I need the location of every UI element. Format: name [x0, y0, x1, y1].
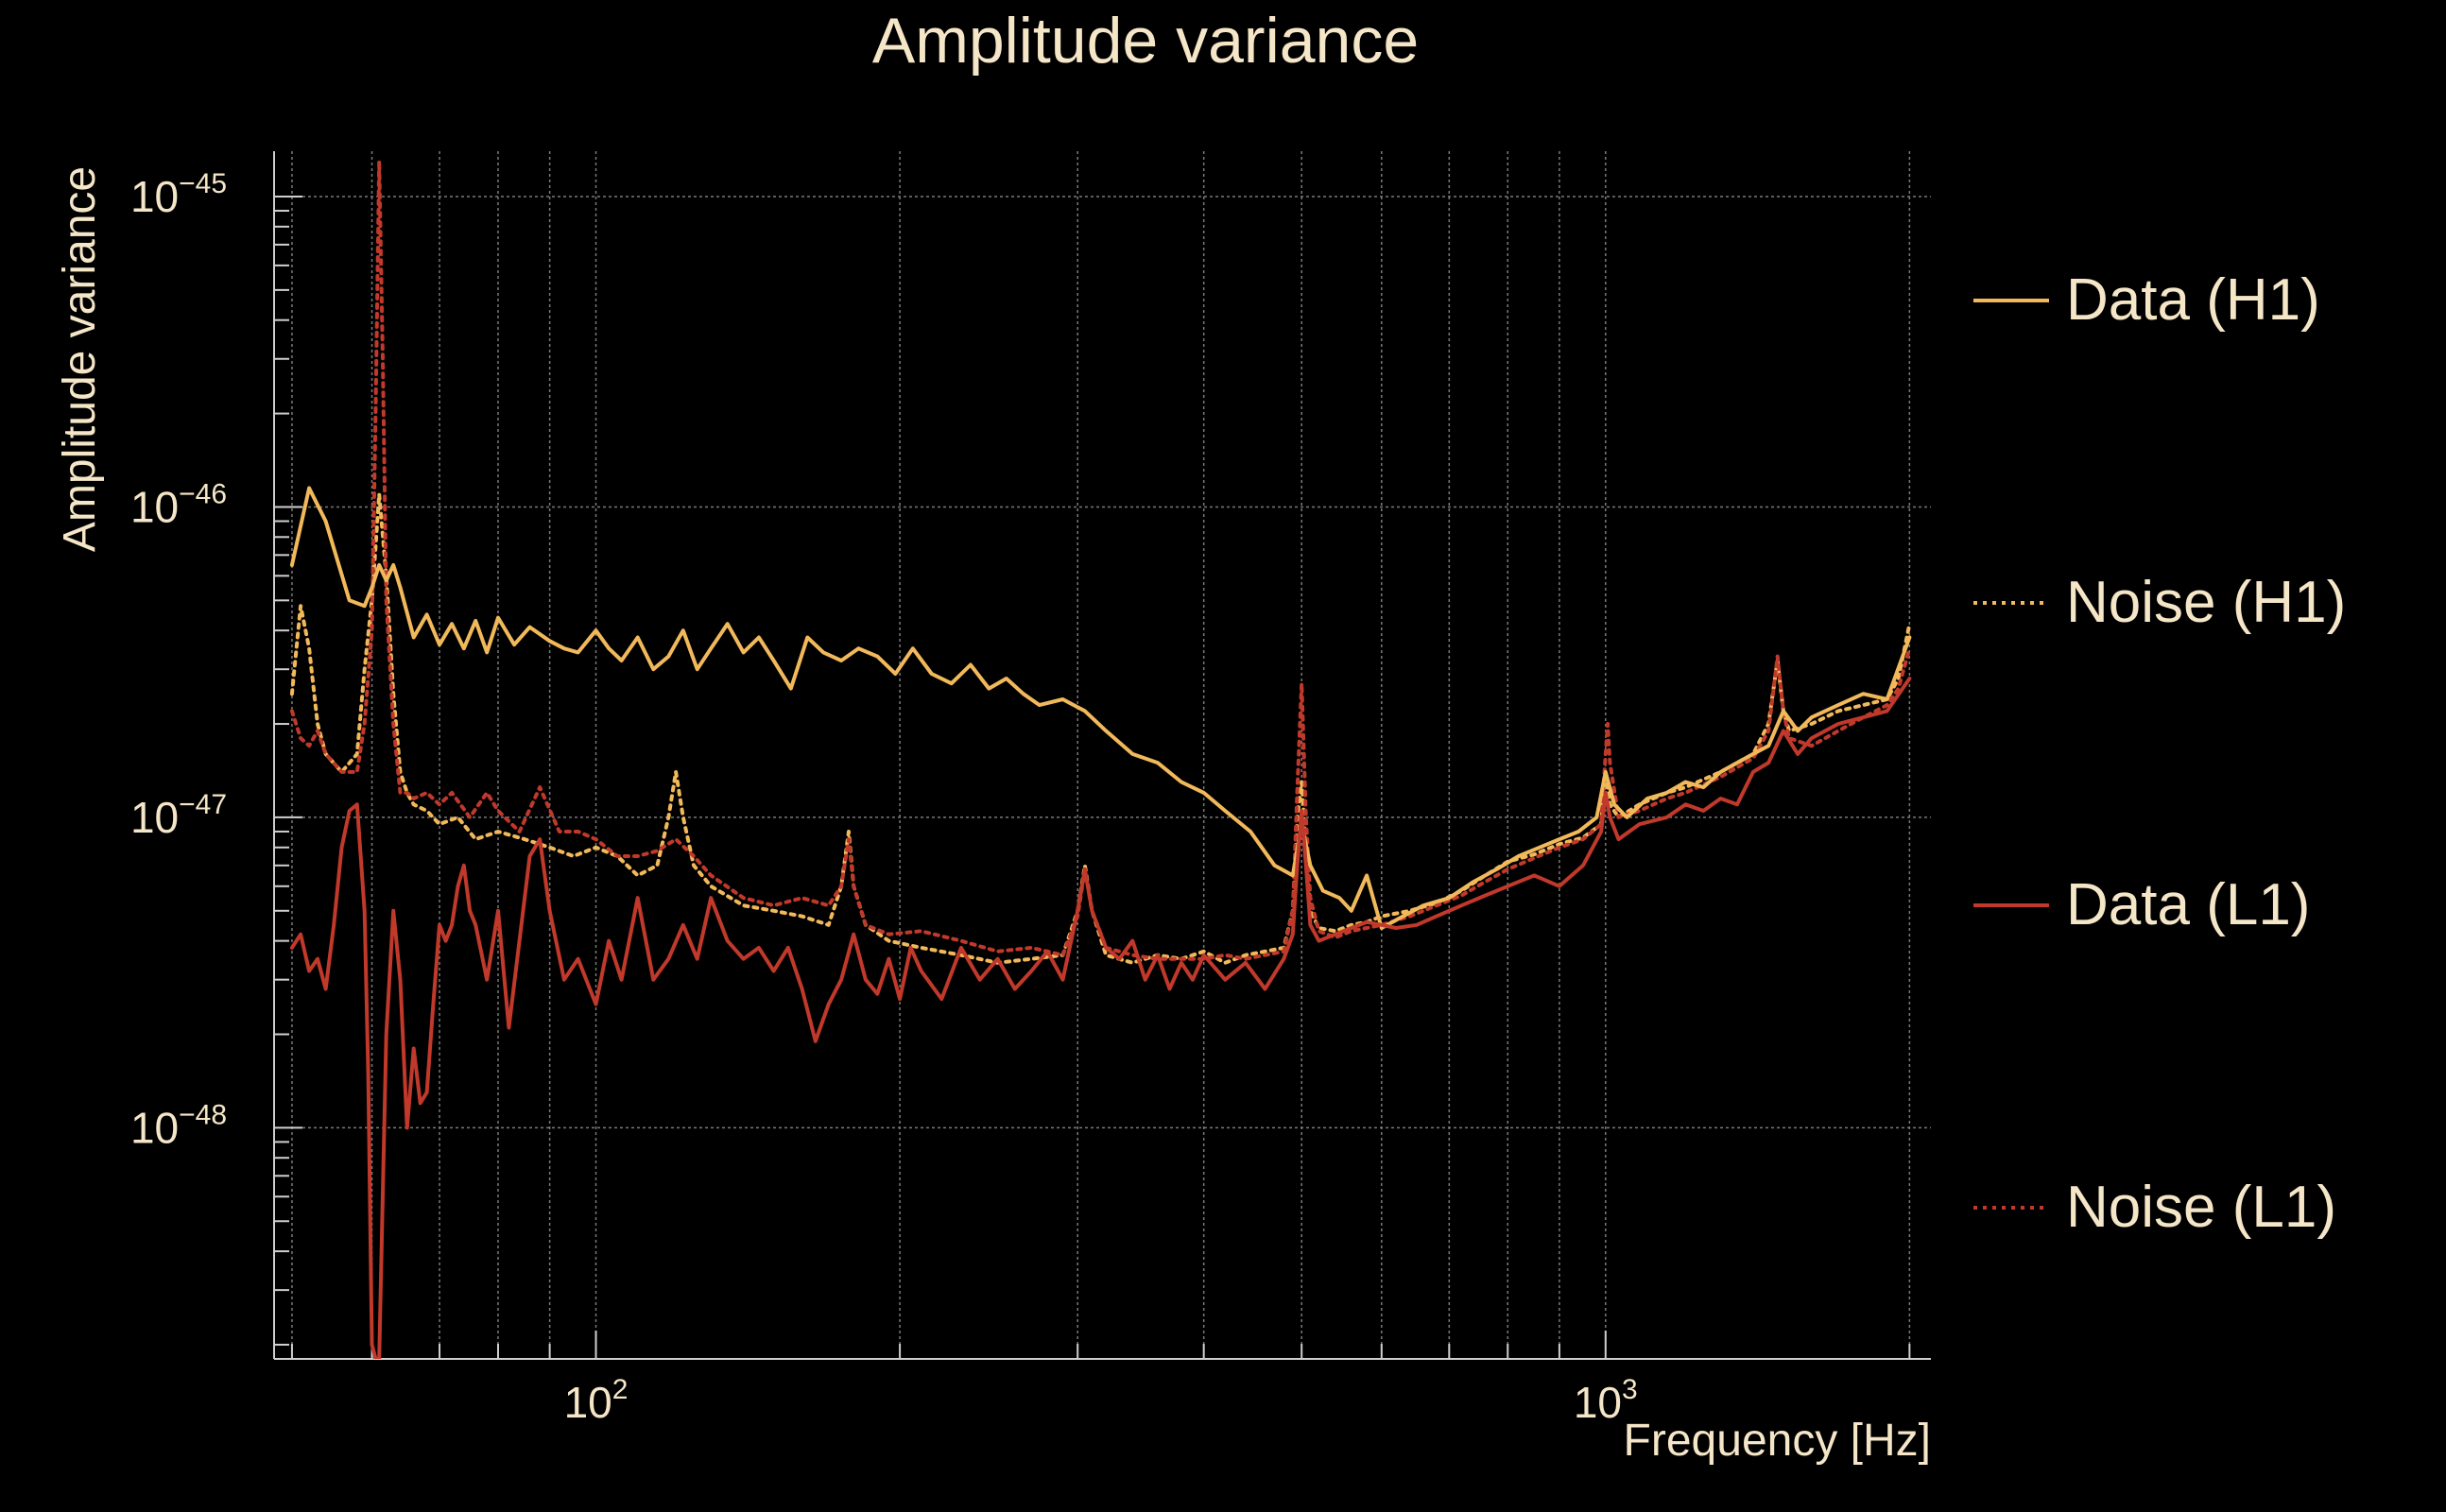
- x-axis-label: Frequency [Hz]: [1624, 1416, 1931, 1466]
- series-line: [289, 486, 1912, 930]
- y-tick-label: 10−48: [130, 1099, 227, 1152]
- series-line: [289, 677, 1912, 1359]
- y-tick-label: 10−47: [130, 789, 227, 842]
- axes: 102 103 10−45 10−46 10−47 10−48: [130, 151, 1931, 1427]
- legend-label: Noise (L1): [2066, 1175, 2336, 1240]
- y-tick-label: 10−45: [130, 168, 227, 221]
- legend-label: Data (H1): [2066, 267, 2320, 333]
- legend-label: Data (L1): [2066, 872, 2310, 937]
- y-axis-label: Amplitude variance: [55, 166, 105, 552]
- x-tick-label: 102: [564, 1374, 629, 1427]
- chart-title: Amplitude variance: [872, 5, 1419, 77]
- legend: Data (H1) Noise (H1) Data (L1) Noise (L1): [1973, 267, 2346, 1240]
- grid-lines: [274, 151, 1931, 1359]
- y-tick-label: 10−46: [130, 478, 227, 531]
- series-line: [289, 491, 1912, 965]
- x-tick-label: 103: [1574, 1374, 1638, 1427]
- legend-label: Noise (H1): [2066, 570, 2346, 635]
- series-lines: [289, 159, 1912, 1359]
